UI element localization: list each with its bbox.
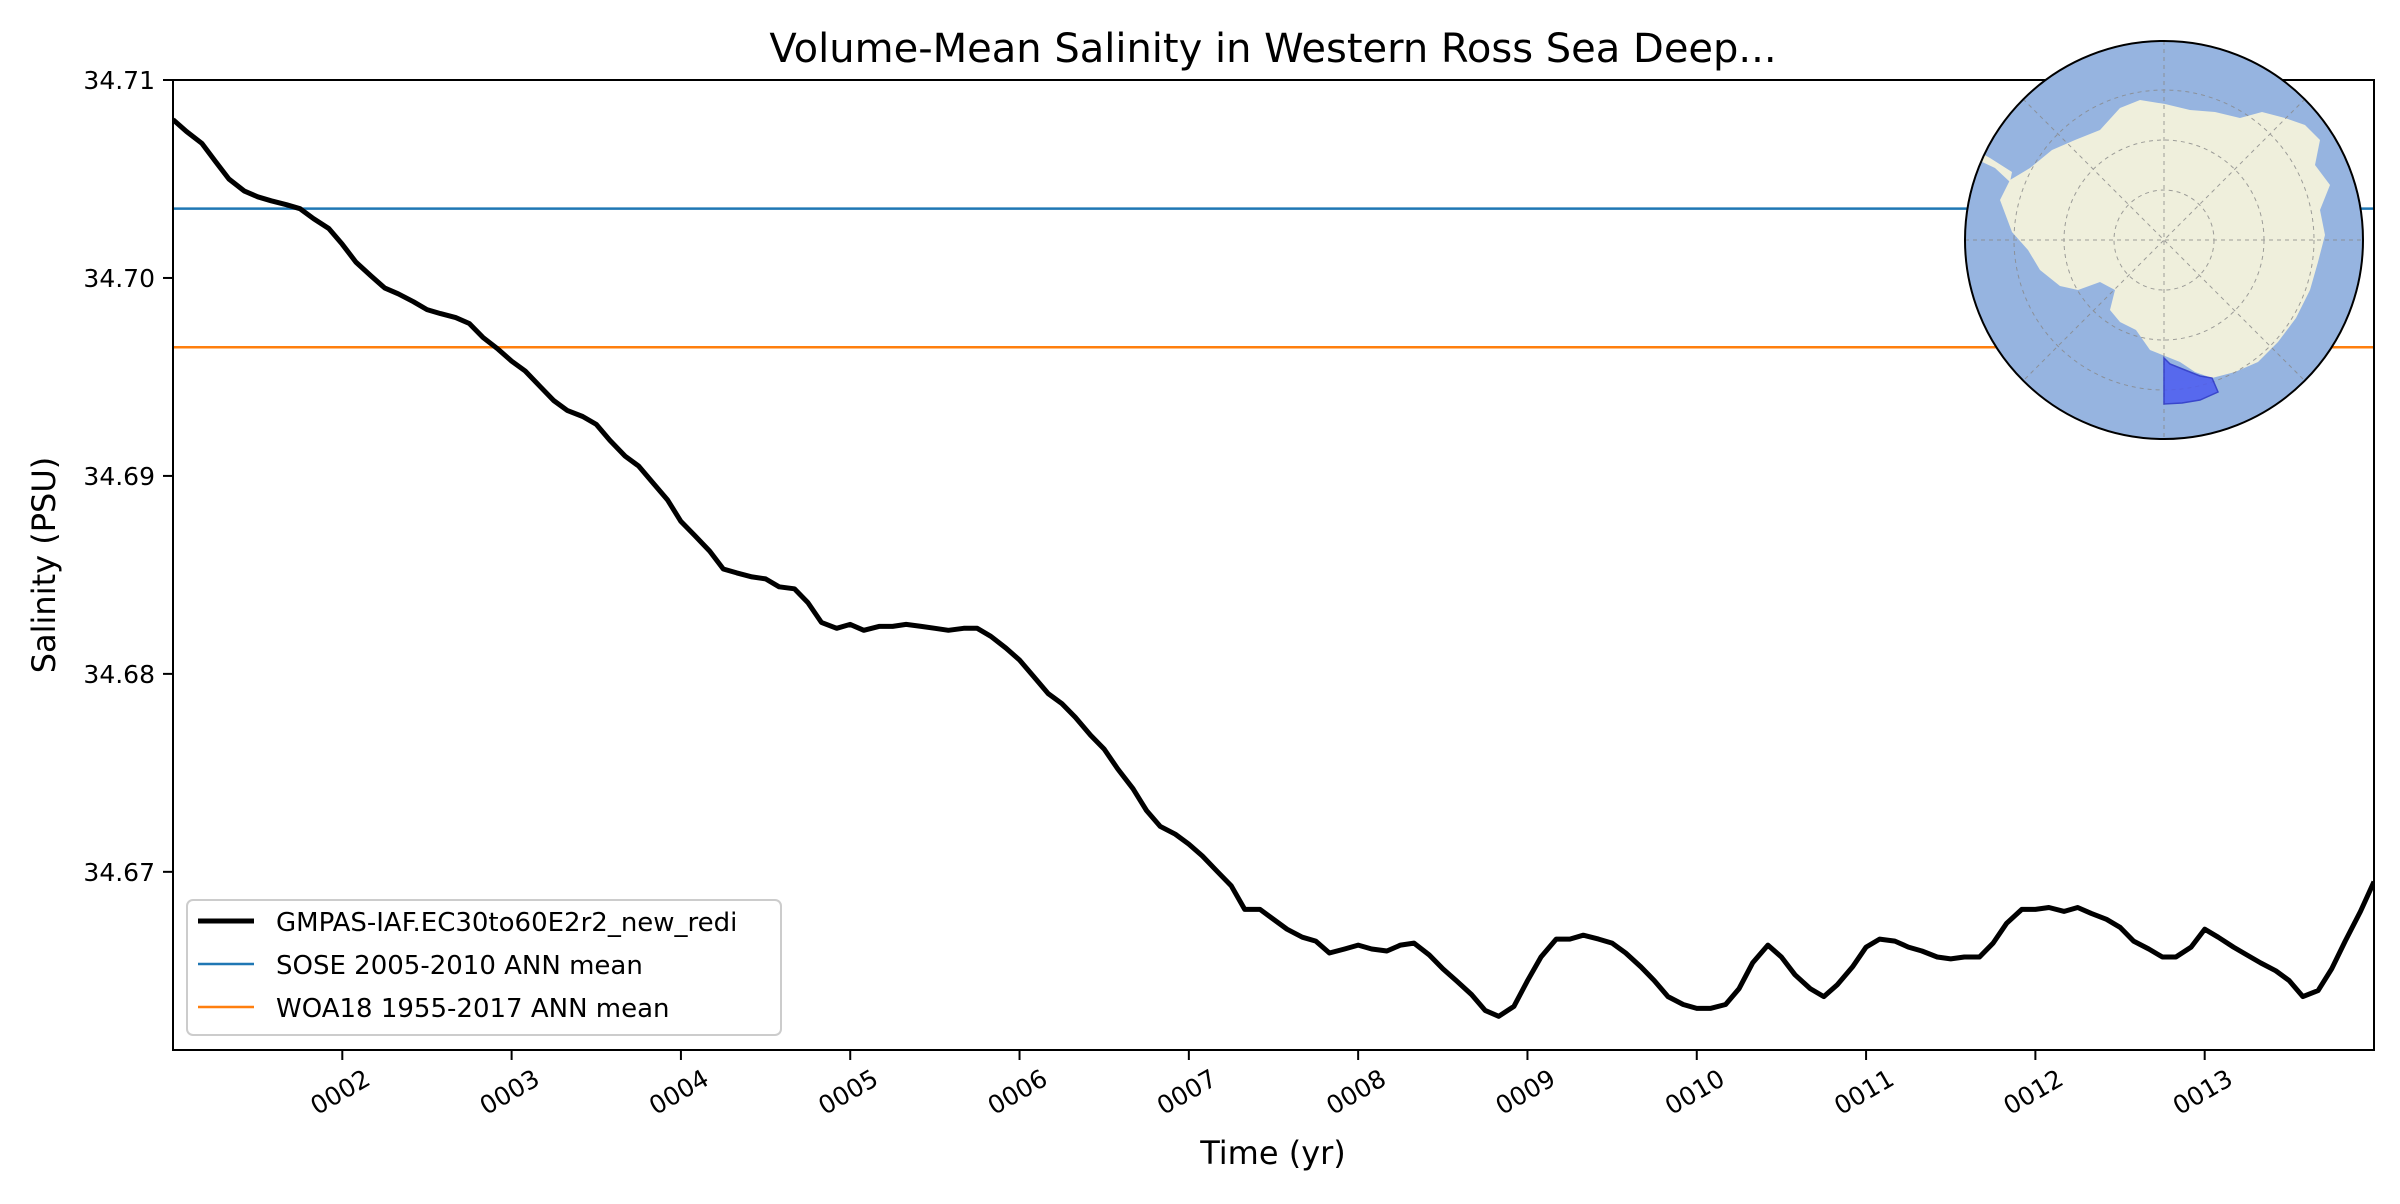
- legend-box: [186, 899, 782, 1036]
- map-border: [1964, 40, 2364, 440]
- x-tick-label: 0008: [1321, 1064, 1391, 1121]
- inset-map: [1964, 40, 2364, 440]
- x-tick-label: 0004: [644, 1064, 714, 1121]
- y-tick-label: 34.69: [83, 462, 155, 491]
- x-tick-label: 0007: [1152, 1064, 1222, 1121]
- x-axis: 0002 0003 0004 0005 0006 0007 0008 0009 0010 0011…: [305, 1050, 2237, 1121]
- x-tick-label: 0003: [475, 1064, 545, 1121]
- x-tick-label: 0011: [1829, 1064, 1899, 1121]
- legend-label-model: GMPAS-IAF.EC30to60E2r2_new_redi: [276, 908, 737, 938]
- x-tick-label: 0002: [305, 1064, 375, 1121]
- x-tick-label: 0010: [1660, 1064, 1730, 1121]
- x-tick-label: 0006: [983, 1064, 1053, 1121]
- plot-frame: [172, 79, 2375, 1051]
- y-tick-label: 34.71: [83, 66, 155, 95]
- y-axis: 34.67 34.68 34.69 34.70 34.71: [83, 66, 173, 887]
- y-axis-label: Salinity (PSU): [25, 457, 63, 674]
- antarctica-landmass: [2000, 100, 2330, 378]
- y-tick-label: 34.70: [83, 264, 155, 293]
- x-axis-label: Time (yr): [1199, 1134, 1346, 1172]
- model-salinity-line: [173, 117, 2374, 1019]
- western-ross-sea-region: [2163, 356, 2219, 405]
- series-layer: [173, 117, 2374, 1019]
- x-tick-label: 0012: [1999, 1064, 2069, 1121]
- x-tick-label: 0013: [2168, 1064, 2238, 1121]
- y-tick-label: 34.68: [83, 660, 155, 689]
- legend-label-sose: SOSE 2005-2010 ANN mean: [276, 951, 643, 981]
- legend-label-woa18: WOA18 1955-2017 ANN mean: [276, 994, 670, 1024]
- x-tick-label: 0005: [813, 1064, 883, 1121]
- chart-title: Volume-Mean Salinity in Western Ross Sea…: [769, 26, 1776, 72]
- y-tick-label: 34.67: [83, 858, 155, 887]
- legend: GMPAS-IAF.EC30to60E2r2_new_redi SOSE 200…: [186, 899, 782, 1036]
- x-tick-label: 0009: [1491, 1064, 1561, 1121]
